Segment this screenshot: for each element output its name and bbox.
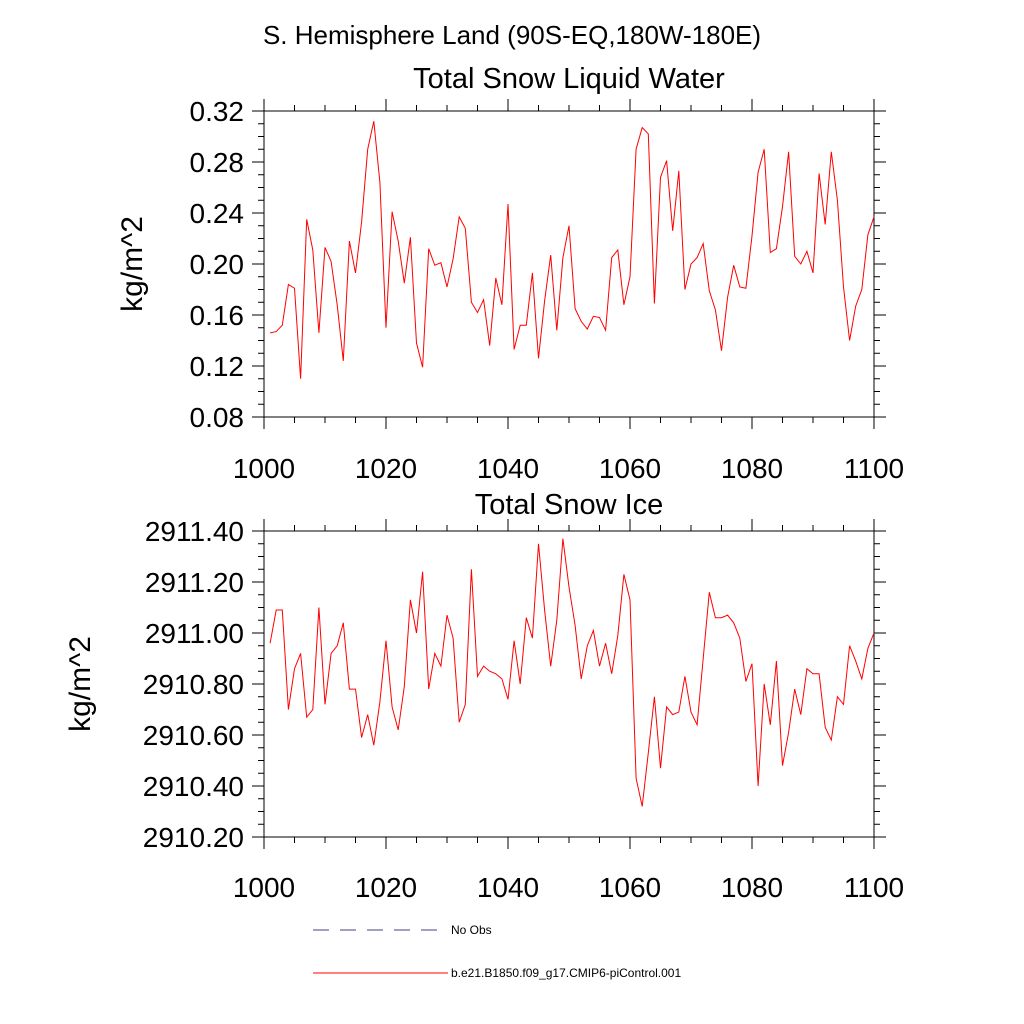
liquid-water-series-line <box>269 121 875 379</box>
snow-ice-ytick-label: 2910.20 <box>143 822 244 853</box>
snow-ice-xtick-label: 1080 <box>721 872 783 903</box>
snow-ice-panel: Total Snow Ice 2910.20 2910.40 2910.60 2910.… <box>64 489 904 903</box>
legend-model-label: b.e21.B1850.f09_g17.CMIP6-piControl.001 <box>451 966 681 980</box>
liquid-water-xtick-label: 1020 <box>355 453 417 484</box>
liquid-water-xtick-label: 1000 <box>233 453 295 484</box>
snow-ice-ylabel: kg/m^2 <box>64 636 97 732</box>
snow-ice-xtick-label: 1020 <box>355 872 417 903</box>
liquid-water-title: Total Snow Liquid Water <box>413 63 725 95</box>
figure-title: S. Hemisphere Land (90S-EQ,180W-180E) <box>263 20 761 50</box>
liquid-water-xtick-label: 1040 <box>477 453 539 484</box>
liquid-water-plot-frame <box>263 110 875 418</box>
liquid-water-ytick-label: 0.28 <box>190 147 245 178</box>
snow-ice-xtick-label: 1040 <box>477 872 539 903</box>
snow-ice-ytick-label: 2910.60 <box>143 720 244 751</box>
liquid-water-ytick-label: 0.24 <box>190 198 245 229</box>
liquid-water-ytick-label: 0.16 <box>190 300 245 331</box>
snow-ice-ytick-label: 2911.00 <box>145 618 244 649</box>
snow-ice-title: Total Snow Ice <box>475 489 664 521</box>
snow-ice-xtick-label: 1100 <box>844 872 904 903</box>
liquid-water-ytick-label: 0.32 <box>190 96 245 127</box>
snow-ice-ytick-label: 2910.40 <box>143 771 244 802</box>
liquid-water-ytick-label: 0.20 <box>190 249 245 280</box>
legend-obs-label: No Obs <box>451 923 492 937</box>
liquid-water-xtick-label: 1060 <box>599 453 661 484</box>
legend: No Obs b.e21.B1850.f09_g17.CMIP6-piContr… <box>313 923 681 980</box>
snow-ice-ytick-label: 2911.20 <box>145 567 244 598</box>
snow-ice-xtick-label: 1000 <box>233 872 295 903</box>
snow-liquid-water-panel: Total Snow Liquid Water 0.08 0.12 0.16 0.20 0… <box>116 63 904 484</box>
liquid-water-ytick-label: 0.08 <box>190 402 245 433</box>
snow-ice-plot-frame <box>263 530 875 838</box>
liquid-water-ylabel: kg/m^2 <box>116 216 149 312</box>
liquid-water-ytick-label: 0.12 <box>190 351 245 382</box>
liquid-water-xtick-label: 1100 <box>844 453 904 484</box>
snow-ice-xtick-label: 1060 <box>599 872 661 903</box>
snow-ice-series-line <box>269 538 875 807</box>
snow-ice-ytick-label: 2911.40 <box>145 516 244 547</box>
liquid-water-xtick-label: 1080 <box>721 453 783 484</box>
snow-ice-ytick-label: 2910.80 <box>143 669 244 700</box>
